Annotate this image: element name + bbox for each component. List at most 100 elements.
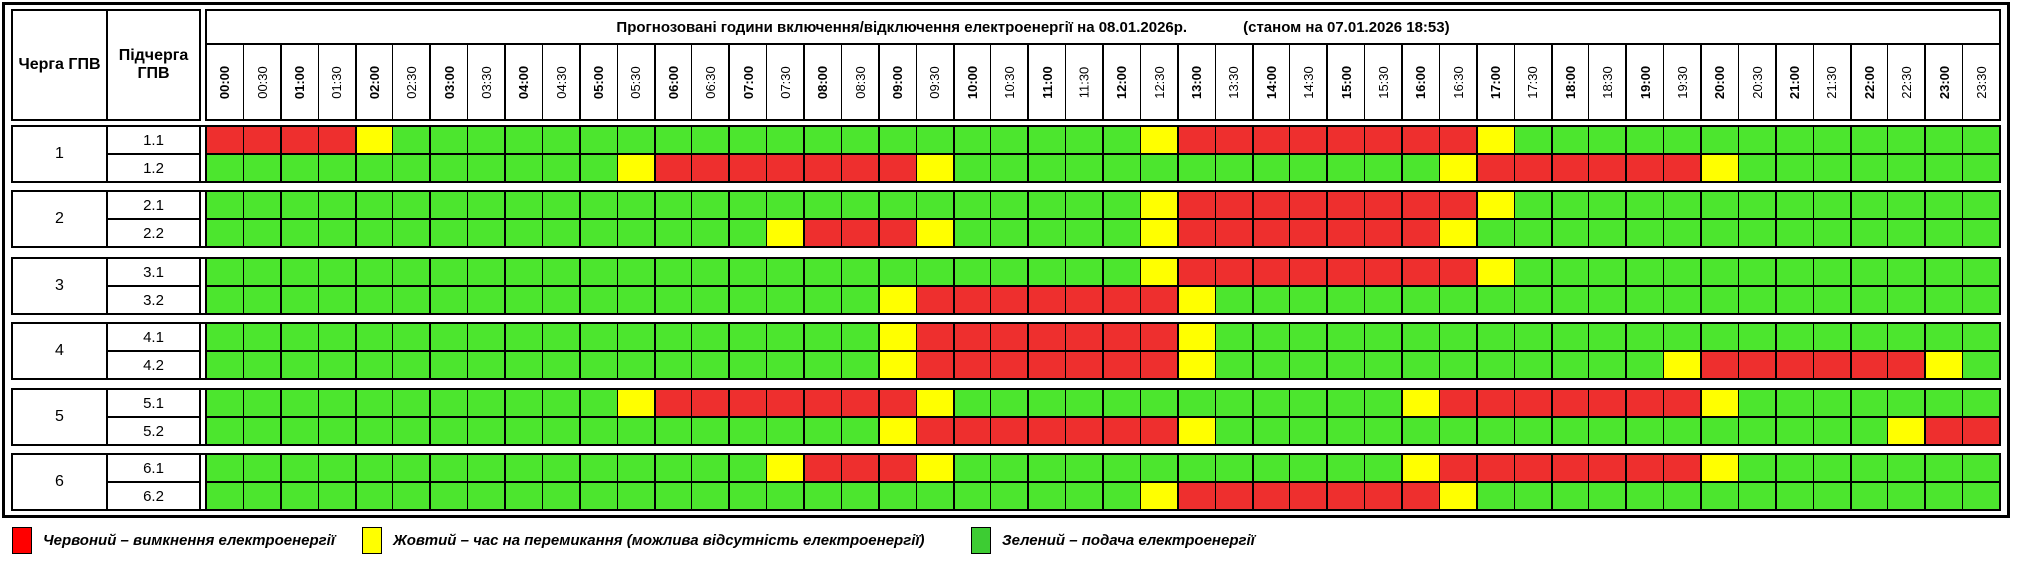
slot-cell-3.2-08:00 [803,287,841,313]
time-header-cell-03:30: 03:30 [467,45,504,119]
queue-number: 6 [13,455,108,509]
slot-cell-4.2-08:30 [840,352,878,378]
slot-cell-2.1-15:30 [1364,192,1401,218]
slot-cell-3.2-06:30 [691,287,729,313]
slot-cell-4.2-11:30 [1065,352,1102,378]
slot-cell-2.2-04:00 [504,220,542,246]
slot-cell-5.1-10:30 [990,390,1028,416]
subqueue-label-5.1: 5.1 [108,390,199,418]
slot-cell-3.1-02:00 [354,259,393,285]
slot-cell-6.2-11:30 [1065,483,1102,509]
slot-cell-2.1-15:00 [1326,192,1365,218]
slot-cell-5.1-14:00 [1251,390,1290,416]
slot-cell-5.2-07:30 [766,418,803,444]
left-header-box: Черга ГПВ Підчерга ГПВ [11,9,201,121]
time-label: 15:30 [1375,65,1391,99]
slot-cell-1.2-05:30 [616,155,654,181]
slot-cell-5.1-00:00 [207,390,243,416]
slot-cell-5.1-10:00 [952,390,991,416]
slot-cell-4.1-17:30 [1513,324,1551,350]
slot-cell-2.2-14:00 [1251,220,1290,246]
slot-cell-6.1-22:30 [1887,455,1925,481]
slot-cell-5.1-14:30 [1289,390,1327,416]
slot-cell-2.1-13:30 [1214,192,1252,218]
slot-cell-5.1-23:30 [1962,390,1999,416]
slot-cell-1.1-16:00 [1401,127,1439,153]
slot-cell-6.2-07:30 [766,483,803,509]
time-label: 20:30 [1749,65,1765,99]
slot-cell-3.1-09:00 [877,259,916,285]
slot-row-5.2 [207,418,1999,444]
slot-cell-4.1-03:30 [467,324,504,350]
slot-cell-6.2-14:00 [1251,483,1290,509]
slot-cell-5.1-15:30 [1364,390,1401,416]
slot-cell-2.2-09:30 [915,220,953,246]
slot-cell-3.1-09:30 [915,259,953,285]
time-label: 08:30 [852,65,868,99]
slot-row-5.1 [207,390,1999,418]
green-swatch-icon [971,527,991,554]
slot-cell-1.2-01:30 [317,155,355,181]
slot-cell-6.1-16:00 [1401,455,1439,481]
slot-cell-5.2-15:30 [1364,418,1401,444]
time-header-cell-22:30: 22:30 [1887,45,1924,119]
subqueue-label-2.1: 2.1 [108,192,199,220]
slot-cell-4.2-08:00 [803,352,841,378]
slot-cell-4.2-23:00 [1924,352,1963,378]
slot-cell-4.2-01:00 [279,352,318,378]
slot-cell-1.1-07:30 [766,127,803,153]
slot-cell-3.1-08:00 [803,259,841,285]
queue-number: 2 [13,192,108,246]
slot-cell-2.2-18:00 [1550,220,1589,246]
slot-cell-4.1-16:00 [1401,324,1439,350]
slot-cell-5.2-14:30 [1289,418,1327,444]
slot-cell-5.2-10:30 [990,418,1028,444]
slot-row-4.1 [207,324,1999,352]
time-header-cell-08:30: 08:30 [840,45,878,119]
slot-cell-1.2-16:00 [1401,155,1439,181]
slot-cell-3.1-22:00 [1849,259,1888,285]
slot-cell-4.1-01:30 [317,324,355,350]
slot-cell-6.2-08:00 [803,483,841,509]
slot-cell-5.2-10:00 [952,418,991,444]
slot-cell-1.1-20:00 [1700,127,1738,153]
time-label: 01:30 [329,65,345,99]
legend-item-yellow: Жовтий – час на перемикання (можлива від… [362,527,925,554]
slot-cell-3.1-08:30 [840,259,878,285]
queue-number: 5 [13,390,108,444]
slot-cell-5.1-18:00 [1550,390,1589,416]
slot-cell-3.2-07:00 [728,287,767,313]
time-header-cell-17:00: 17:00 [1475,45,1514,119]
subqueue-label-5.2: 5.2 [143,422,164,440]
slot-cell-1.2-23:30 [1962,155,1999,181]
slot-row-4.2 [207,352,1999,378]
slot-cell-6.1-10:00 [952,455,991,481]
slot-cell-4.1-23:30 [1962,324,1999,350]
slot-cell-5.2-23:30 [1962,418,1999,444]
slot-cell-2.1-18:30 [1588,192,1626,218]
time-label: 07:30 [777,65,793,99]
slot-cell-5.1-00:30 [242,390,280,416]
slot-cell-2.2-02:30 [392,220,430,246]
slot-cell-1.2-00:30 [242,155,280,181]
time-header-cell-19:00: 19:00 [1625,45,1663,119]
slot-cell-2.2-04:30 [541,220,579,246]
slot-cell-4.2-06:00 [653,352,692,378]
time-header-cell-23:30: 23:30 [1962,45,1999,119]
slot-cell-3.1-15:30 [1364,259,1401,285]
slot-cell-4.2-19:30 [1663,352,1700,378]
slot-cell-1.1-10:30 [990,127,1028,153]
slot-cell-3.2-11:30 [1065,287,1102,313]
time-header-cell-18:30: 18:30 [1588,45,1625,119]
slot-cell-5.2-21:00 [1774,418,1813,444]
time-label: 04:00 [516,65,532,99]
slot-cell-1.2-01:00 [279,155,318,181]
slot-cell-2.1-09:00 [877,192,916,218]
slot-cell-3.2-00:30 [242,287,280,313]
slot-cell-2.1-14:00 [1251,192,1290,218]
slot-cell-5.1-13:30 [1214,390,1252,416]
slot-cell-6.1-10:30 [990,455,1028,481]
slot-cell-1.1-04:30 [541,127,579,153]
slot-cell-2.2-21:00 [1774,220,1813,246]
